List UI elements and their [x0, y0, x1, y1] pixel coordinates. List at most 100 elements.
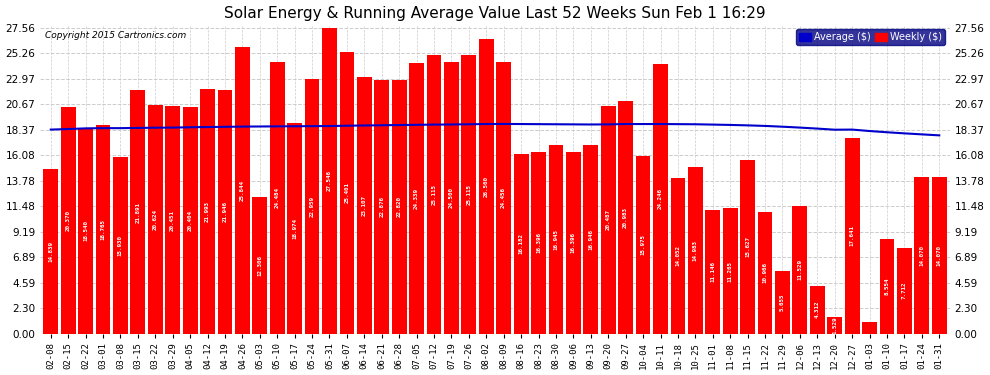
Bar	[392, 80, 407, 333]
Text: 14.052: 14.052	[675, 245, 680, 266]
Bar	[601, 106, 616, 333]
Text: 25.844: 25.844	[240, 180, 245, 201]
Text: 4.312: 4.312	[815, 301, 820, 318]
Text: 18.540: 18.540	[83, 220, 88, 241]
Bar	[619, 100, 633, 333]
Bar	[357, 77, 371, 333]
Bar	[183, 107, 198, 333]
Text: 16.396: 16.396	[571, 232, 576, 253]
Bar	[828, 316, 842, 333]
Text: 11.529: 11.529	[797, 259, 802, 280]
Bar	[810, 286, 825, 333]
Text: 22.876: 22.876	[379, 196, 384, 217]
Text: 24.484: 24.484	[275, 187, 280, 208]
Text: 5.655: 5.655	[780, 293, 785, 311]
Text: 25.115: 25.115	[432, 184, 437, 205]
Bar	[548, 146, 563, 333]
Text: 16.945: 16.945	[553, 229, 558, 250]
Bar	[340, 51, 354, 333]
Bar	[915, 177, 930, 333]
Text: 20.404: 20.404	[188, 210, 193, 231]
Bar	[636, 156, 650, 333]
Text: 22.959: 22.959	[310, 196, 315, 217]
Text: 1.529: 1.529	[833, 316, 838, 334]
Bar	[252, 197, 267, 333]
Text: 20.624: 20.624	[152, 209, 157, 230]
Text: 11.146: 11.146	[710, 261, 715, 282]
Bar	[270, 62, 285, 333]
Text: 16.396: 16.396	[536, 232, 542, 253]
Bar	[741, 160, 755, 333]
Bar	[583, 146, 598, 333]
Text: 25.115: 25.115	[466, 184, 471, 205]
Bar	[200, 89, 215, 333]
Text: Copyright 2015 Cartronics.com: Copyright 2015 Cartronics.com	[45, 31, 186, 40]
Bar	[409, 63, 424, 333]
Bar	[427, 55, 442, 333]
Text: 21.891: 21.891	[136, 201, 141, 222]
Bar	[862, 322, 877, 333]
Text: 20.451: 20.451	[170, 210, 175, 231]
Bar	[374, 80, 389, 333]
Text: 20.487: 20.487	[606, 209, 611, 230]
Bar	[844, 138, 859, 333]
Text: 14.983: 14.983	[693, 240, 698, 261]
Bar	[932, 177, 946, 333]
Bar	[757, 212, 772, 333]
Bar	[775, 271, 790, 333]
Bar	[322, 28, 337, 333]
Text: 24.246: 24.246	[658, 189, 663, 210]
Bar	[78, 128, 93, 333]
Bar	[792, 206, 807, 333]
Text: 15.930: 15.930	[118, 235, 123, 256]
Text: 21.946: 21.946	[223, 201, 228, 222]
Text: 23.107: 23.107	[361, 195, 367, 216]
Text: 20.370: 20.370	[65, 210, 70, 231]
Bar	[496, 62, 511, 333]
Text: 18.974: 18.974	[292, 218, 297, 239]
Legend: Average ($), Weekly ($): Average ($), Weekly ($)	[796, 29, 944, 45]
Text: 18.765: 18.765	[101, 219, 106, 240]
Text: 24.456: 24.456	[501, 187, 506, 208]
Bar	[96, 125, 111, 333]
Bar	[705, 210, 720, 333]
Text: 25.401: 25.401	[345, 182, 349, 203]
Bar	[688, 167, 703, 333]
Bar	[148, 105, 162, 333]
Text: 12.306: 12.306	[257, 255, 262, 276]
Bar	[131, 90, 146, 333]
Title: Solar Energy & Running Average Value Last 52 Weeks Sun Feb 1 16:29: Solar Energy & Running Average Value Las…	[224, 6, 766, 21]
Text: 26.560: 26.560	[484, 176, 489, 196]
Bar	[235, 46, 249, 333]
Text: 22.820: 22.820	[397, 196, 402, 217]
Text: 14.839: 14.839	[49, 241, 53, 262]
Text: 24.500: 24.500	[448, 187, 454, 208]
Text: 17.641: 17.641	[849, 225, 854, 246]
Bar	[60, 107, 75, 333]
Bar	[165, 106, 180, 333]
Bar	[897, 248, 912, 333]
Bar	[461, 55, 476, 333]
Text: 20.983: 20.983	[623, 207, 629, 228]
Bar	[653, 64, 668, 333]
Bar	[566, 152, 581, 333]
Text: 27.546: 27.546	[327, 170, 332, 191]
Bar	[305, 79, 320, 333]
Text: 10.966: 10.966	[762, 262, 767, 283]
Text: 16.946: 16.946	[588, 229, 593, 250]
Bar	[218, 90, 233, 333]
Bar	[723, 209, 738, 333]
Bar	[445, 62, 458, 333]
Text: 16.182: 16.182	[519, 233, 524, 254]
Bar	[514, 154, 529, 333]
Bar	[479, 39, 494, 333]
Text: 21.993: 21.993	[205, 201, 210, 222]
Bar	[879, 238, 894, 333]
Bar	[44, 169, 58, 333]
Text: 14.070: 14.070	[920, 245, 925, 266]
Bar	[113, 157, 128, 333]
Text: 15.975: 15.975	[641, 234, 645, 255]
Bar	[532, 152, 545, 333]
Bar	[287, 123, 302, 333]
Text: 15.627: 15.627	[745, 236, 750, 257]
